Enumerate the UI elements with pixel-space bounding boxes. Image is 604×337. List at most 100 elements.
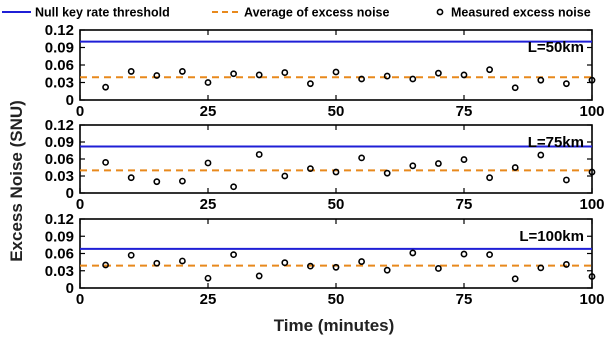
measured-point — [486, 66, 493, 74]
measured-point — [306, 165, 314, 173]
panel-frame — [79, 218, 593, 289]
panel-frame — [79, 29, 593, 101]
x-tick-label: 25 — [200, 291, 217, 308]
y-tick-label: 0.12 — [45, 117, 74, 134]
measured-point — [486, 174, 493, 182]
y-tick-label: 0.09 — [45, 228, 74, 245]
chart-panels: 00.030.060.090.120 25 50 75 100L=50km00.030.… — [45, 22, 604, 308]
measured-point — [281, 259, 289, 267]
x-axis-title: Time (minutes) — [274, 316, 395, 335]
measured-point — [358, 75, 365, 83]
measured-point — [255, 272, 263, 280]
x-tick-label: 0 — [76, 103, 84, 120]
measured-point — [537, 151, 545, 159]
measured-point — [204, 79, 212, 86]
legend-measured-marker — [436, 8, 444, 16]
chart-legend: Null key rate threshold Average of exces… — [2, 6, 591, 20]
measured-point — [409, 249, 417, 257]
measured-point — [511, 84, 519, 92]
measured-point — [153, 259, 161, 267]
measured-point — [153, 178, 161, 186]
measured-point — [306, 80, 314, 88]
measured-point — [281, 172, 289, 180]
panel-2: 00.030.060.090.12 0 25 50 75 100 L=75km — [45, 117, 604, 213]
measured-point — [178, 257, 186, 265]
measured-point — [409, 75, 417, 83]
x-tick-label: 75 — [456, 291, 473, 308]
measured-point — [383, 72, 391, 80]
panel-3: 00.030.060.090.12 0 25 50 75 100 L=100km — [45, 211, 604, 308]
y-tick-label: 0.09 — [45, 40, 74, 57]
measured-point — [204, 159, 212, 167]
x-tick-label: 100 — [579, 291, 604, 308]
x-tick-label: 25 — [200, 196, 217, 213]
measured-point — [563, 80, 570, 88]
measured-point — [102, 158, 109, 166]
x-tick-label: 0 — [76, 291, 84, 308]
measured-point — [563, 176, 570, 184]
measured-point — [511, 275, 519, 283]
measured-point — [255, 71, 263, 79]
measured-point — [383, 169, 391, 177]
panel-label: L=50km — [528, 39, 584, 56]
y-tick-label: 0.06 — [45, 57, 74, 74]
y-tick-label: 0 — [66, 185, 74, 202]
measured-point — [460, 250, 468, 258]
measured-point — [460, 71, 468, 79]
y-tick-label: 0.03 — [45, 263, 74, 280]
measured-point — [460, 156, 468, 163]
legend-average-label: Average of excess noise — [244, 6, 389, 20]
measured-point — [563, 261, 570, 268]
measured-point — [127, 251, 135, 259]
y-tick-label: 0.06 — [45, 151, 74, 168]
measured-point — [332, 68, 340, 76]
y-tick-label: 0 — [66, 92, 74, 109]
measured-point — [102, 261, 109, 269]
measured-point — [230, 70, 237, 78]
measured-point — [358, 154, 365, 162]
x-tick-label: 50 — [328, 291, 345, 308]
measured-point — [281, 69, 289, 76]
x-tick-label: 0 — [76, 196, 84, 213]
measured-point — [537, 264, 545, 272]
measured-point — [434, 69, 442, 77]
y-tick-label: 0.06 — [45, 246, 74, 263]
x-tick-label: 75 — [456, 196, 473, 213]
measured-point — [588, 273, 596, 280]
measured-point — [486, 251, 493, 259]
measured-point — [537, 76, 545, 84]
measured-point — [102, 83, 109, 91]
measured-point — [230, 251, 237, 259]
measured-point — [434, 160, 442, 167]
x-tick-label: 25 — [200, 103, 217, 120]
x-tick-label: 50 — [328, 103, 345, 120]
measured-point — [127, 68, 135, 75]
legend-threshold-label: Null key rate threshold — [35, 6, 170, 20]
measured-point — [434, 265, 442, 272]
measured-point — [409, 162, 417, 170]
measured-point — [358, 258, 365, 265]
panel-1: 00.030.060.090.12 0 25 50 75 100 L=50km — [45, 22, 604, 120]
y-tick-label: 0.12 — [45, 22, 74, 39]
measured-point — [588, 168, 596, 176]
x-tick-label: 100 — [579, 196, 604, 213]
measured-point — [306, 262, 314, 270]
legend-measured-label: Measured excess noise — [451, 6, 591, 20]
y-tick-label: 0.12 — [45, 211, 74, 228]
measured-point — [204, 274, 212, 282]
measured-point — [383, 266, 391, 274]
measured-point — [127, 174, 135, 182]
measured-point — [153, 72, 161, 79]
y-tick-label: 0.03 — [45, 168, 74, 185]
measured-point — [511, 164, 519, 171]
measured-point — [178, 68, 186, 75]
x-tick-label: 50 — [328, 196, 345, 213]
measured-point — [332, 168, 340, 176]
measured-point — [178, 177, 186, 185]
y-tick-label: 0.03 — [45, 75, 74, 92]
measured-point — [255, 151, 263, 158]
measured-point — [332, 263, 340, 271]
x-tick-label: 75 — [456, 103, 473, 120]
measured-point — [588, 76, 596, 84]
